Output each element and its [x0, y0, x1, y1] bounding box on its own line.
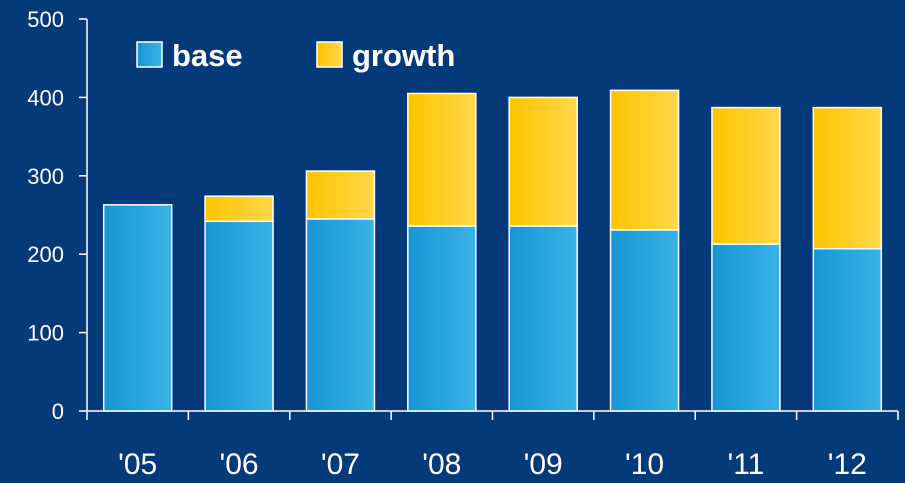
- bar-growth-3: [407, 92, 477, 227]
- legend-label-base: base: [172, 38, 243, 73]
- bar-base-4: [508, 225, 578, 412]
- x-tick-label: '09: [524, 448, 563, 478]
- legend-swatch-growth: [316, 41, 343, 68]
- bar-base-1: [204, 220, 274, 412]
- bars: [102, 89, 883, 412]
- legend-swatch-base: [136, 41, 163, 68]
- bar-growth-2: [305, 170, 376, 220]
- x-tick-label: '08: [422, 448, 461, 478]
- y-tick-label: 0: [52, 399, 64, 424]
- x-tick-label: '11: [728, 448, 765, 478]
- bar-base-2: [305, 218, 376, 412]
- bar-base-0: [102, 204, 173, 412]
- bar-base-7: [812, 247, 883, 412]
- bar-base-3: [407, 225, 477, 412]
- y-tick-label: 400: [27, 85, 64, 110]
- x-tick-label: '05: [118, 448, 157, 478]
- bar-growth-4: [508, 96, 578, 227]
- bar-growth-5: [609, 89, 680, 231]
- x-tick-label: '10: [625, 448, 664, 478]
- bar-growth-7: [812, 106, 883, 250]
- bar-growth-1: [204, 195, 274, 223]
- x-tick-label: '12: [828, 448, 867, 478]
- y-tick-label: 100: [27, 321, 64, 346]
- bar-growth-6: [711, 106, 781, 245]
- y-tick-label: 500: [27, 7, 64, 32]
- legend-label-growth: growth: [352, 38, 455, 73]
- bar-base-6: [711, 243, 781, 412]
- legend: base growth: [136, 38, 455, 73]
- x-tick-label: '07: [321, 448, 360, 478]
- axes: 0 100 200 300 400 500 '05 '06 '07 '08 '09 '10 '11 '12: [27, 7, 899, 481]
- y-tick-label: 300: [27, 164, 64, 189]
- y-tick-label: 200: [27, 242, 64, 267]
- bar-base-5: [609, 229, 680, 412]
- x-tick-label: '06: [220, 448, 259, 478]
